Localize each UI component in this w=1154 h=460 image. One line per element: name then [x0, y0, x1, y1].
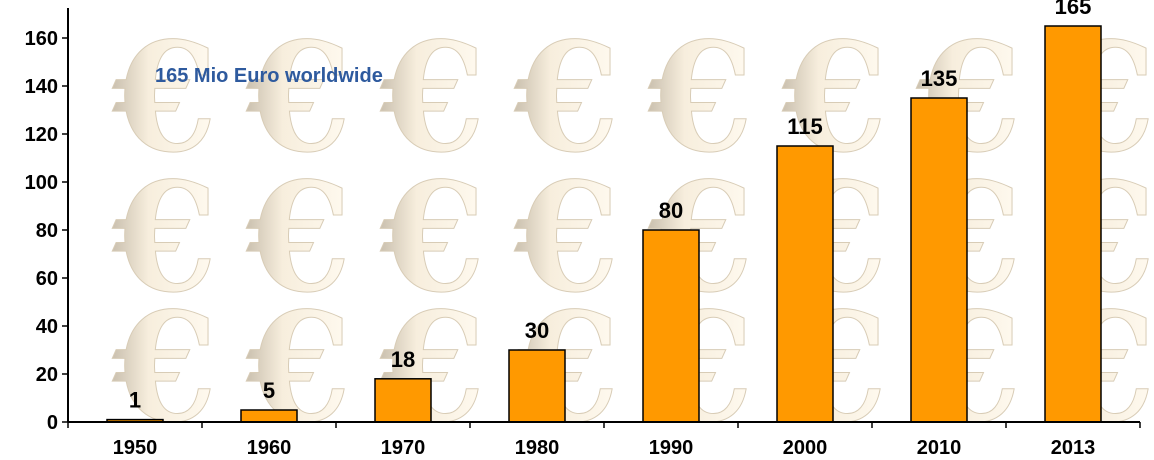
euro-icon: € [648, 10, 753, 186]
bar-1990 [642, 229, 700, 423]
data-label-1990: 80 [659, 198, 683, 223]
chart-annotation: 165 Mio Euro worldwide [155, 65, 383, 87]
bar-2000 [776, 145, 834, 423]
y-tick-label: 120 [25, 124, 58, 146]
x-tick-label-1980: 1980 [515, 437, 560, 459]
bar-2013 [1044, 25, 1102, 423]
euro-icon: € [246, 150, 351, 326]
bar-1970 [374, 378, 432, 423]
euro-icon: € [112, 150, 217, 326]
euro-icon: € [380, 150, 485, 326]
y-tick-label: 140 [25, 76, 58, 98]
x-tick-label-1970: 1970 [381, 437, 426, 459]
euro-icon: € [514, 150, 619, 326]
y-tick-label: 20 [36, 364, 58, 386]
x-tick-label-1960: 1960 [247, 437, 292, 459]
euro-icon: € [380, 10, 485, 186]
x-tick-label-1950: 1950 [113, 437, 158, 459]
euro-icon: € [380, 280, 485, 456]
y-tick-label: 60 [36, 268, 58, 290]
y-tick-label: 100 [25, 172, 58, 194]
x-tick-label-2000: 2000 [783, 437, 828, 459]
y-tick-label: 80 [36, 220, 58, 242]
data-label-1970: 18 [391, 347, 415, 372]
euro-icon: € [112, 280, 217, 456]
euro-icon: € [514, 10, 619, 186]
data-labels: 1 5 18 30 80 115 135 165 [129, 0, 1091, 413]
bar-2010 [910, 97, 968, 423]
bar-1980 [508, 349, 566, 423]
x-tick-label-1990: 1990 [649, 437, 694, 459]
euro-icon: € [112, 10, 217, 186]
data-label-2010: 135 [921, 66, 958, 91]
euro-icon: € [514, 280, 619, 456]
bar-1960 [240, 409, 298, 423]
data-label-2013: 165 [1055, 0, 1092, 19]
x-tick-label-2013: 2013 [1051, 437, 1096, 459]
data-label-1950: 1 [129, 388, 141, 413]
axes: 0 20 40 60 80 100 120 140 160 1950 1960 1970 1980 199… [25, 8, 1141, 459]
euro-icon: € [246, 280, 351, 456]
data-label-1980: 30 [525, 318, 549, 343]
y-tick-label: 160 [25, 28, 58, 50]
y-tick-label: 0 [47, 412, 58, 434]
data-label-1960: 5 [263, 378, 275, 403]
euro-icon: € [246, 10, 351, 186]
y-tick-label: 40 [36, 316, 58, 338]
x-tick-label-2010: 2010 [917, 437, 962, 459]
data-label-2000: 115 [787, 114, 823, 139]
